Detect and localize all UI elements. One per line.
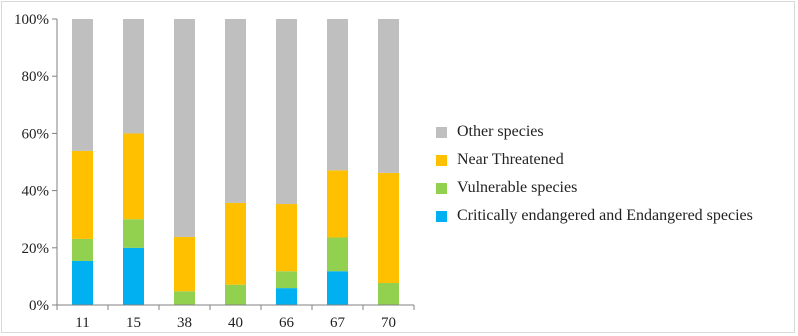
x-tick-label: 67 bbox=[330, 315, 346, 331]
x-tick-label: 11 bbox=[75, 315, 89, 331]
bar-segment bbox=[72, 19, 93, 151]
bar-segment bbox=[174, 19, 195, 237]
y-tick-label: 20% bbox=[22, 241, 50, 257]
x-tick-label: 40 bbox=[228, 315, 243, 331]
bar-segment bbox=[174, 291, 195, 305]
legend-swatch bbox=[436, 182, 447, 194]
bar-segment bbox=[72, 238, 93, 261]
legend-swatch bbox=[436, 154, 447, 166]
bar-segment bbox=[327, 237, 348, 272]
bar-segment bbox=[123, 247, 144, 305]
legend-label: Near Threatened bbox=[457, 151, 564, 168]
x-tick-label: 70 bbox=[381, 315, 396, 331]
y-tick-label: 100% bbox=[14, 12, 49, 28]
bar-segment bbox=[378, 172, 399, 283]
bar-segment bbox=[123, 133, 144, 220]
bar-segment bbox=[327, 19, 348, 171]
legend: Other species Near Threatened Vulnerable… bbox=[436, 118, 753, 230]
axes-group: 11 15 38 40 66 67 70 0% 20% 40% 60% 80% 100% bbox=[14, 12, 415, 331]
legend-label: Other species bbox=[457, 123, 544, 140]
bar-segment bbox=[123, 219, 144, 248]
bar-segment bbox=[225, 19, 246, 203]
bars-group bbox=[72, 19, 399, 305]
bar-segment bbox=[378, 19, 399, 173]
bar-segment bbox=[123, 19, 144, 134]
legend-swatch bbox=[436, 126, 447, 138]
bar-segment bbox=[276, 204, 297, 272]
legend-item-vulnerable: Vulnerable species bbox=[436, 174, 753, 202]
bar-segment bbox=[174, 236, 195, 292]
legend-label: Critically endangered and Endangered spe… bbox=[457, 207, 753, 224]
bar-segment bbox=[327, 271, 348, 305]
bar-segment bbox=[327, 170, 348, 238]
y-tick-label: 60% bbox=[22, 126, 50, 142]
legend-item-critically-endangered: Critically endangered and Endangered spe… bbox=[436, 202, 753, 230]
legend-item-other-species: Other species bbox=[436, 118, 753, 146]
y-tick-label: 40% bbox=[22, 184, 50, 200]
y-tick-label: 80% bbox=[22, 69, 50, 85]
bar-segment bbox=[72, 150, 93, 239]
x-tick-label: 38 bbox=[177, 315, 192, 331]
bar-segment bbox=[378, 282, 399, 305]
y-tick-label: 0% bbox=[29, 298, 49, 314]
bar-segment bbox=[72, 260, 93, 305]
legend-label: Vulnerable species bbox=[457, 179, 578, 196]
bar-segment bbox=[276, 19, 297, 205]
bar-segment bbox=[276, 288, 297, 305]
legend-swatch bbox=[436, 210, 447, 222]
bar-segment bbox=[225, 284, 246, 305]
legend-item-near-threatened: Near Threatened bbox=[436, 146, 753, 174]
bar-segment bbox=[225, 202, 246, 285]
bar-segment bbox=[276, 271, 297, 289]
x-tick-label: 66 bbox=[279, 315, 295, 331]
x-tick-label: 15 bbox=[126, 315, 141, 331]
